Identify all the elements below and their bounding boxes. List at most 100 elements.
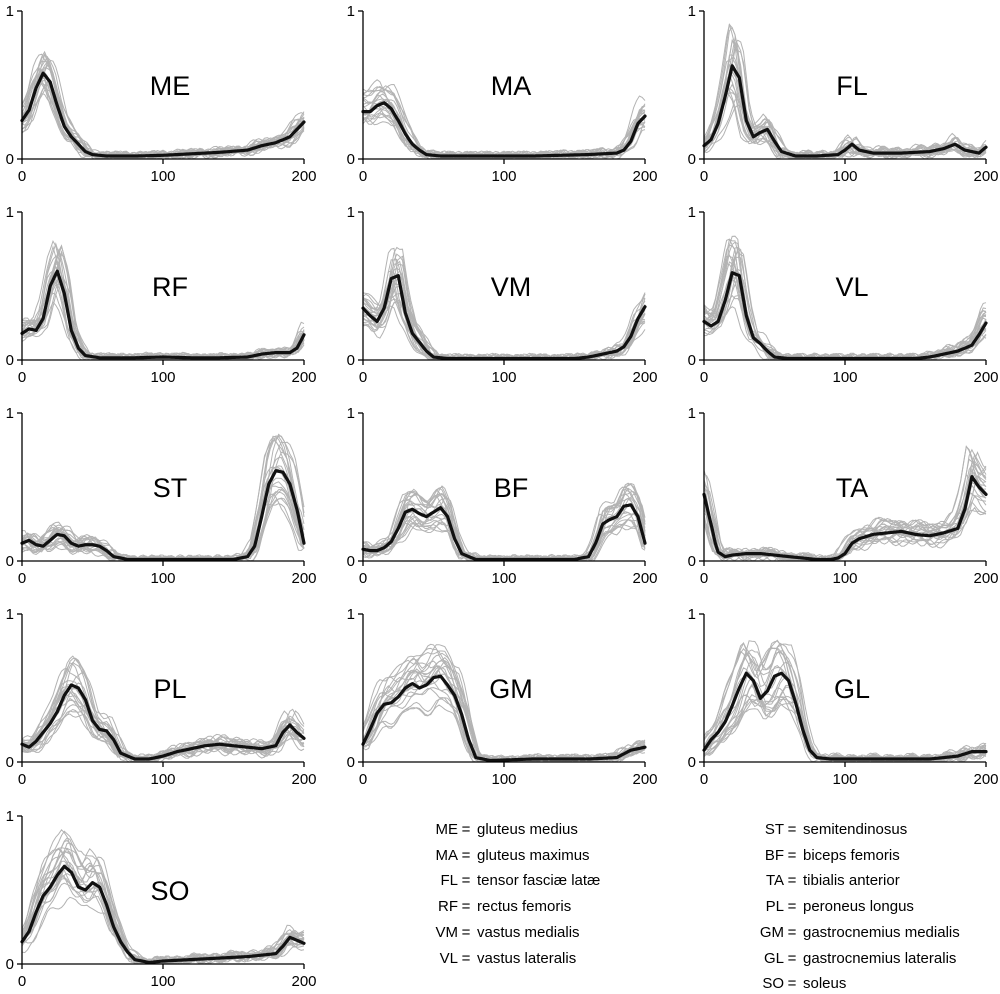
panel-vl: 0 1 0 100 200 VL: [688, 204, 999, 386]
panel-st: 0 1 0 100 200 ST: [6, 405, 317, 587]
y-tick-label: 1: [347, 405, 355, 422]
mean-curve-ta: [702, 475, 988, 562]
x-tick-label: 100: [150, 168, 175, 185]
panel-title-gm: GM: [489, 674, 533, 704]
trial-curve: [703, 40, 987, 160]
x-tick-label: 100: [150, 369, 175, 386]
panel-title-me: ME: [150, 71, 191, 101]
trial-curve: [21, 244, 305, 361]
x-tick-label: 200: [632, 369, 657, 386]
y-tick-label: 0: [347, 553, 355, 570]
trial-curves-vm: [362, 246, 646, 361]
y-tick-label: 1: [347, 3, 355, 20]
x-tick-label: 100: [832, 570, 857, 587]
panel-title-rf: RF: [152, 272, 188, 302]
trial-curve: [362, 647, 646, 763]
panel-ta: 0 1 0 100 200 TA: [688, 405, 999, 587]
panel-fl: 0 1 0 100 200 FL: [688, 3, 999, 185]
x-tick-label: 0: [359, 570, 367, 587]
trial-curve: [362, 704, 646, 763]
x-tick-label: 100: [150, 771, 175, 788]
x-tick-label: 100: [491, 570, 516, 587]
mean-curve-ma: [361, 101, 647, 158]
mean-curve-rf: [20, 269, 306, 360]
trial-curve: [703, 24, 987, 160]
x-tick-label: 200: [291, 973, 316, 990]
y-tick-label: 0: [347, 754, 355, 771]
panel-title-pl: PL: [153, 674, 186, 704]
trial-curve: [21, 245, 305, 361]
y-tick-label: 0: [6, 956, 14, 973]
x-tick-label: 200: [973, 771, 998, 788]
x-tick-label: 200: [632, 771, 657, 788]
y-tick-label: 1: [6, 405, 14, 422]
trial-curve: [703, 39, 987, 160]
panel-gm: 0 1 0 100 200 GM: [347, 606, 658, 788]
y-tick-label: 1: [688, 204, 696, 221]
panel-rf: 0 1 0 100 200 RF: [6, 204, 317, 386]
mean-curve-vl: [702, 271, 988, 361]
trial-curve: [362, 253, 646, 361]
x-tick-label: 0: [18, 771, 26, 788]
y-tick-label: 0: [6, 754, 14, 771]
mean-curve-bf: [361, 503, 647, 562]
y-tick-label: 0: [6, 352, 14, 369]
x-tick-label: 0: [18, 369, 26, 386]
y-tick-label: 1: [347, 606, 355, 623]
y-tick-label: 0: [688, 754, 696, 771]
y-tick-label: 1: [688, 405, 696, 422]
panel-me: 0 1 0 100 200 ME: [6, 3, 317, 185]
y-tick-label: 1: [6, 606, 14, 623]
panel-title-st: ST: [153, 473, 188, 503]
trial-curve: [703, 244, 987, 361]
x-tick-label: 200: [973, 570, 998, 587]
y-tick-label: 0: [688, 151, 696, 168]
panel-title-gl: GL: [834, 674, 870, 704]
trial-curve: [21, 269, 305, 361]
panel-bf: 0 1 0 100 200 BF: [347, 405, 658, 587]
y-tick-label: 1: [688, 3, 696, 20]
x-tick-label: 0: [18, 570, 26, 587]
trial-curves-pl: [21, 655, 305, 763]
panel-title-ma: MA: [491, 71, 532, 101]
x-tick-label: 0: [700, 168, 708, 185]
trial-curve: [21, 708, 305, 763]
trial-curve: [703, 451, 987, 562]
x-tick-label: 0: [700, 570, 708, 587]
mean-curve-pl: [20, 683, 306, 761]
x-tick-label: 0: [359, 771, 367, 788]
trial-curve: [703, 458, 987, 562]
x-tick-label: 100: [832, 369, 857, 386]
panel-ma: 0 1 0 100 200 MA: [347, 3, 658, 185]
trial-curve: [362, 522, 646, 562]
x-tick-label: 0: [359, 168, 367, 185]
trial-curve: [21, 441, 305, 562]
x-tick-label: 100: [150, 973, 175, 990]
y-tick-label: 1: [688, 606, 696, 623]
x-tick-label: 200: [291, 369, 316, 386]
y-tick-label: 0: [6, 151, 14, 168]
x-tick-label: 0: [700, 369, 708, 386]
trial-curve: [703, 247, 987, 361]
trial-curves-me: [21, 50, 305, 160]
x-tick-label: 200: [291, 168, 316, 185]
panel-title-vm: VM: [491, 272, 532, 302]
x-tick-label: 200: [632, 168, 657, 185]
panel-gl: 0 1 0 100 200 GL: [688, 606, 999, 788]
trial-curve: [21, 713, 305, 763]
x-tick-label: 0: [700, 771, 708, 788]
panel-title-vl: VL: [835, 272, 868, 302]
panel-vm: 0 1 0 100 200 VM: [347, 204, 658, 386]
x-tick-label: 100: [150, 570, 175, 587]
mean-curve-gl: [702, 671, 988, 761]
x-tick-label: 200: [291, 771, 316, 788]
trial-curve: [21, 82, 305, 160]
y-tick-label: 1: [6, 3, 14, 20]
mean-curve-so: [20, 864, 306, 965]
y-tick-label: 0: [347, 151, 355, 168]
x-tick-label: 200: [632, 570, 657, 587]
y-tick-label: 1: [6, 204, 14, 221]
x-tick-label: 200: [973, 168, 998, 185]
y-tick-label: 0: [347, 352, 355, 369]
y-tick-label: 0: [688, 553, 696, 570]
